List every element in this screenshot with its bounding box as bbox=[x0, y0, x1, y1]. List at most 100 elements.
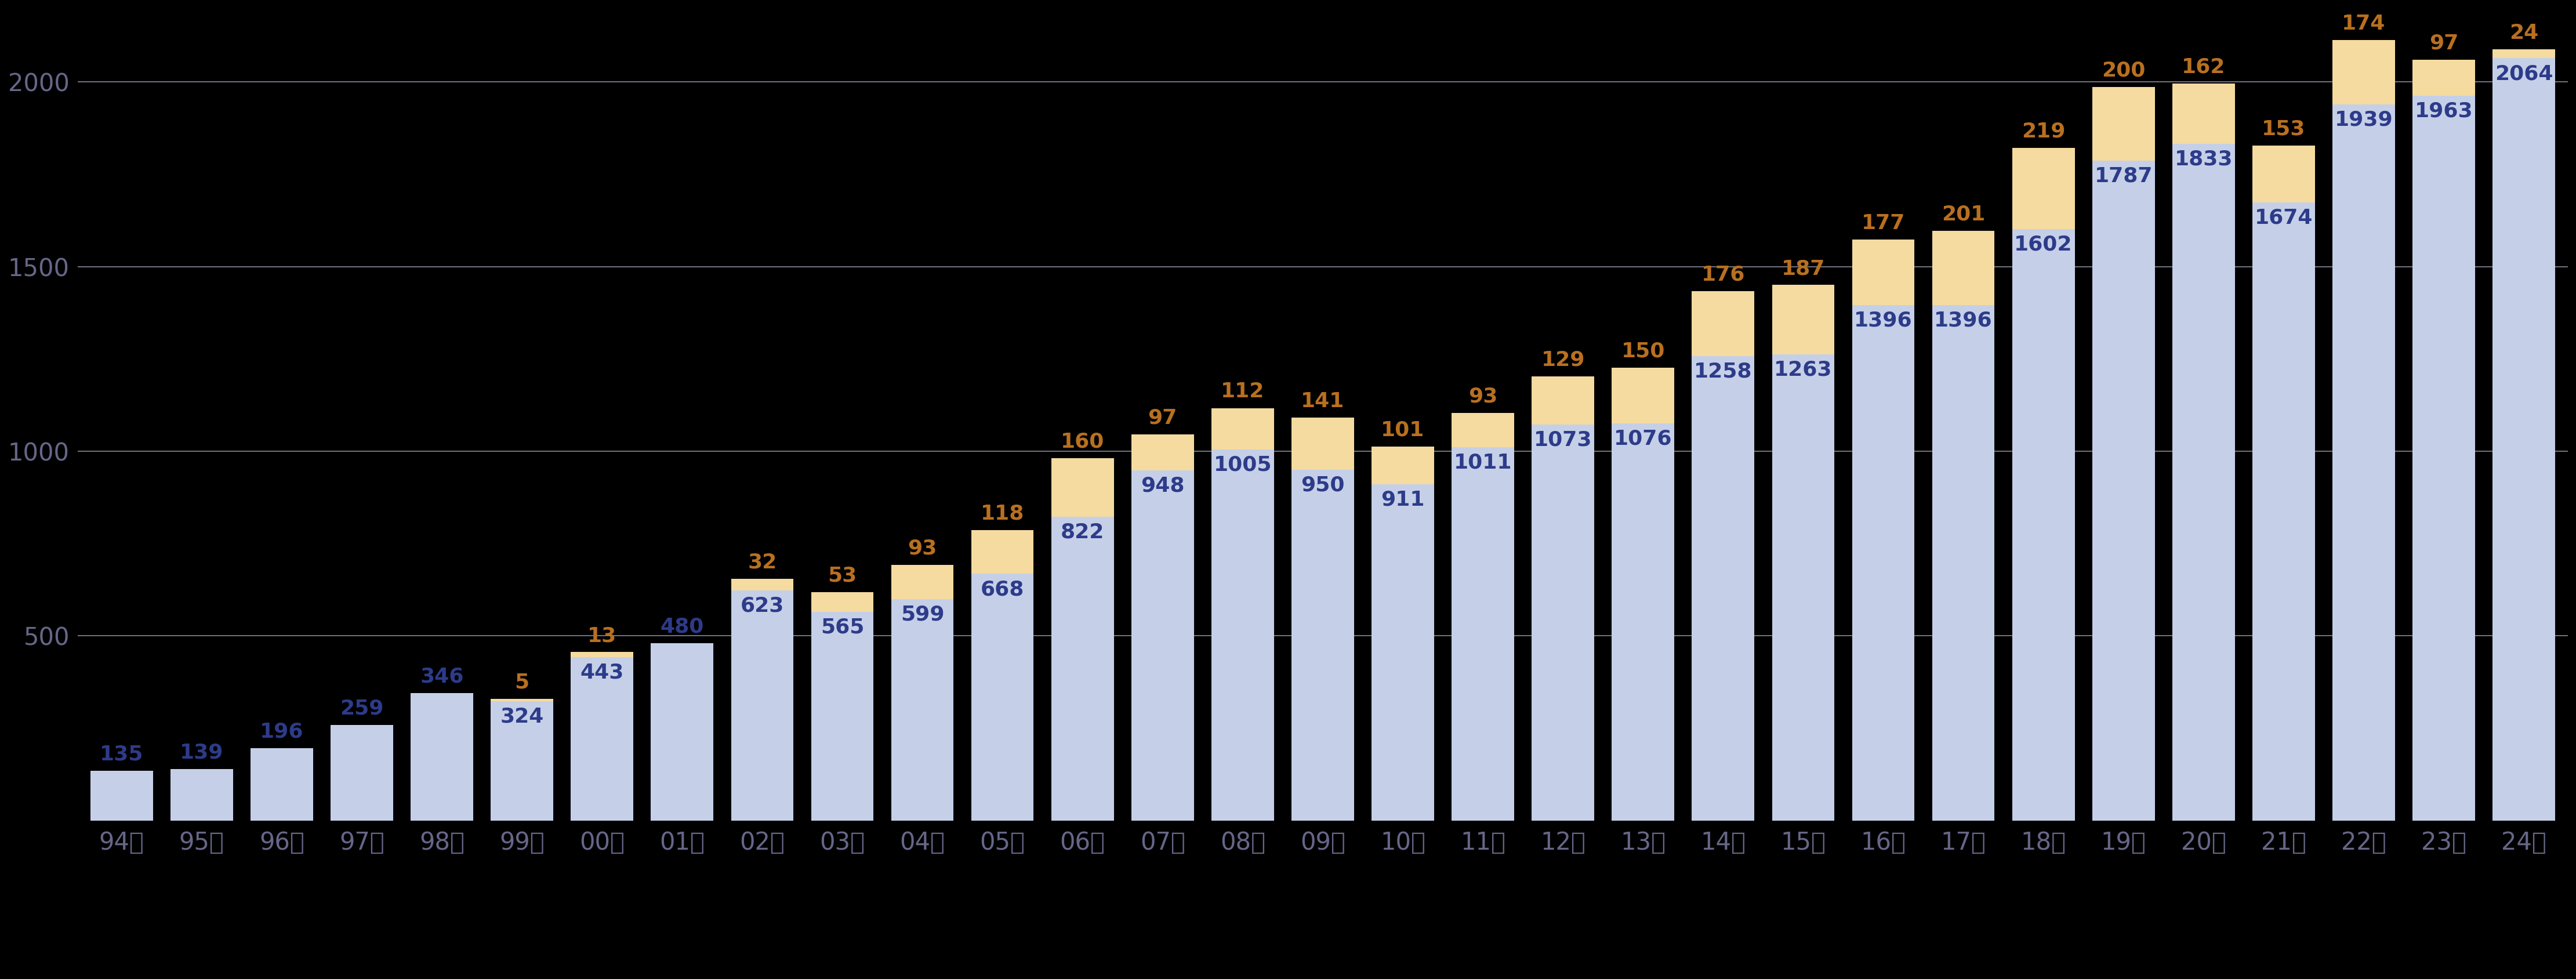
Bar bbox=[90, 770, 152, 820]
Bar bbox=[1370, 446, 1435, 485]
Text: 948: 948 bbox=[1141, 476, 1185, 495]
Text: 1396: 1396 bbox=[1855, 310, 1911, 330]
Bar bbox=[1772, 285, 1834, 354]
Text: 200: 200 bbox=[2102, 61, 2146, 80]
Text: 259: 259 bbox=[340, 699, 384, 719]
Text: 112: 112 bbox=[1221, 382, 1265, 401]
Bar bbox=[811, 612, 873, 820]
Bar bbox=[492, 701, 554, 820]
Bar bbox=[410, 693, 474, 820]
Bar bbox=[330, 724, 394, 820]
Bar bbox=[2494, 49, 2555, 59]
Bar bbox=[492, 699, 554, 701]
Bar bbox=[732, 590, 793, 820]
Bar bbox=[1533, 424, 1595, 820]
Bar bbox=[1291, 418, 1355, 470]
Text: 950: 950 bbox=[1301, 475, 1345, 495]
Text: 599: 599 bbox=[902, 605, 945, 625]
Text: 53: 53 bbox=[827, 566, 858, 585]
Text: 911: 911 bbox=[1381, 490, 1425, 509]
Bar bbox=[1453, 413, 1515, 447]
Text: 1396: 1396 bbox=[1935, 310, 1994, 330]
Text: 1005: 1005 bbox=[1213, 455, 1273, 475]
Bar bbox=[971, 574, 1033, 820]
Text: 324: 324 bbox=[500, 707, 544, 726]
Bar bbox=[2331, 40, 2396, 105]
Bar bbox=[250, 748, 314, 820]
Text: 565: 565 bbox=[819, 618, 863, 637]
Bar bbox=[1692, 356, 1754, 820]
Bar bbox=[1453, 447, 1515, 820]
Text: 1258: 1258 bbox=[1695, 361, 1752, 381]
Text: 1674: 1674 bbox=[2254, 208, 2313, 227]
Bar bbox=[2012, 148, 2074, 229]
Bar bbox=[2251, 203, 2316, 820]
Bar bbox=[891, 599, 953, 820]
Bar bbox=[891, 565, 953, 599]
Bar bbox=[1131, 471, 1193, 820]
Bar bbox=[1852, 240, 1914, 305]
Text: 176: 176 bbox=[1700, 264, 1744, 284]
Bar bbox=[1211, 449, 1275, 820]
Text: 97: 97 bbox=[1149, 408, 1177, 428]
Bar bbox=[1291, 470, 1355, 820]
Text: 93: 93 bbox=[907, 538, 938, 558]
Text: 93: 93 bbox=[1468, 387, 1497, 406]
Text: 346: 346 bbox=[420, 667, 464, 686]
Bar bbox=[732, 579, 793, 590]
Text: 153: 153 bbox=[2262, 119, 2306, 139]
Bar bbox=[1932, 231, 1994, 305]
Text: 160: 160 bbox=[1061, 432, 1105, 451]
Bar bbox=[1533, 377, 1595, 424]
Text: 196: 196 bbox=[260, 722, 304, 741]
Bar bbox=[1932, 305, 1994, 820]
Bar bbox=[1692, 291, 1754, 356]
Bar bbox=[1613, 368, 1674, 423]
Bar bbox=[572, 657, 634, 820]
Bar bbox=[652, 643, 714, 820]
Text: 623: 623 bbox=[739, 596, 783, 616]
Bar bbox=[971, 531, 1033, 574]
Text: 13: 13 bbox=[587, 626, 616, 645]
Bar bbox=[1852, 305, 1914, 820]
Text: 1263: 1263 bbox=[1775, 359, 1832, 380]
Text: 187: 187 bbox=[1783, 258, 1824, 278]
Text: 1073: 1073 bbox=[1533, 430, 1592, 449]
Bar bbox=[2172, 84, 2236, 144]
Bar bbox=[2092, 161, 2154, 820]
Bar bbox=[1772, 354, 1834, 820]
Text: 1076: 1076 bbox=[1615, 429, 1672, 448]
Text: 32: 32 bbox=[747, 552, 778, 572]
Text: 24: 24 bbox=[2509, 23, 2537, 43]
Text: 1011: 1011 bbox=[1453, 452, 1512, 473]
Bar bbox=[2092, 87, 2154, 161]
Bar bbox=[2414, 96, 2476, 820]
Text: 97: 97 bbox=[2429, 33, 2458, 53]
Text: 201: 201 bbox=[1942, 205, 1986, 224]
Text: 129: 129 bbox=[1540, 350, 1584, 370]
Bar bbox=[170, 769, 232, 820]
Text: 135: 135 bbox=[100, 744, 144, 764]
Bar bbox=[2012, 229, 2074, 820]
Bar bbox=[1370, 485, 1435, 820]
Text: 5: 5 bbox=[515, 673, 528, 692]
Text: 150: 150 bbox=[1620, 342, 1664, 361]
Text: 1963: 1963 bbox=[2414, 101, 2473, 120]
Bar bbox=[1131, 435, 1193, 471]
Bar bbox=[2414, 60, 2476, 96]
Text: 668: 668 bbox=[981, 580, 1025, 599]
Bar bbox=[1211, 408, 1275, 449]
Bar bbox=[2172, 144, 2236, 820]
Text: 1833: 1833 bbox=[2174, 149, 2233, 168]
Text: 1787: 1787 bbox=[2094, 166, 2154, 186]
Bar bbox=[1051, 517, 1113, 820]
Bar bbox=[572, 652, 634, 657]
Text: 118: 118 bbox=[981, 504, 1025, 524]
Text: 2064: 2064 bbox=[2494, 64, 2553, 83]
Bar bbox=[811, 592, 873, 612]
Bar bbox=[2251, 146, 2316, 203]
Text: 822: 822 bbox=[1061, 523, 1105, 542]
Bar bbox=[2331, 105, 2396, 820]
Bar bbox=[1051, 458, 1113, 517]
Text: 1602: 1602 bbox=[2014, 234, 2074, 255]
